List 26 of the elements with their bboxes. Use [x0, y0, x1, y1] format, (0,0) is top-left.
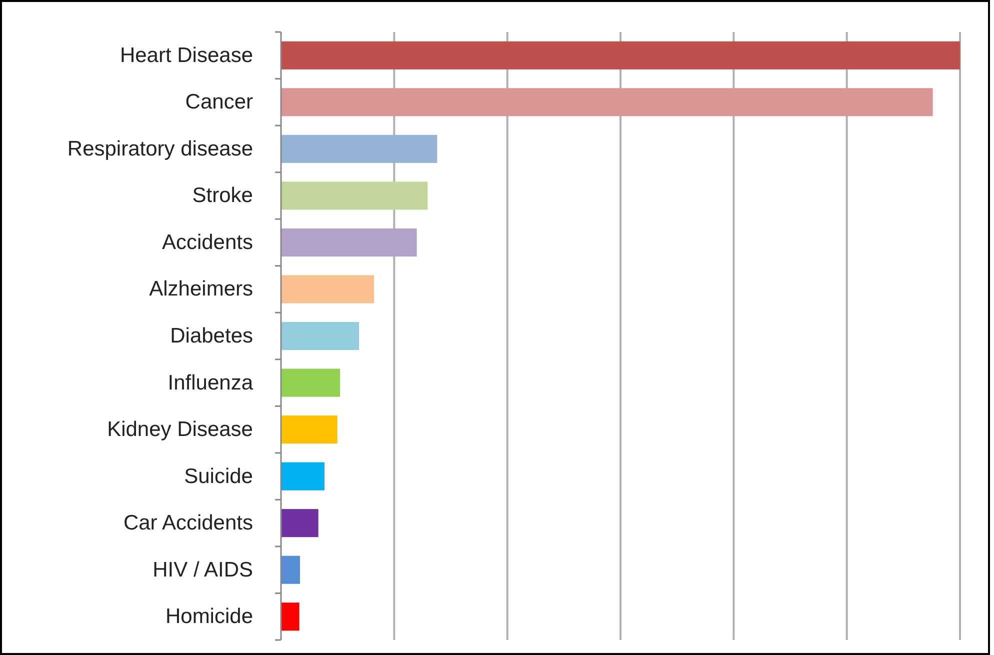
y-tick-label: Suicide [184, 464, 253, 488]
bar [281, 462, 324, 490]
bar [281, 228, 417, 256]
bar [281, 182, 428, 210]
y-tick-label: Diabetes [170, 324, 253, 348]
bar [281, 602, 300, 631]
y-tick-label: Heart Disease [120, 44, 253, 67]
y-tick-label: Alzheimers [149, 278, 253, 301]
bar [281, 322, 360, 350]
y-tick-label: Accidents [162, 230, 253, 254]
y-tick-label: Stroke [192, 184, 253, 208]
bar [281, 416, 338, 444]
y-tick-label: Homicide [165, 605, 253, 628]
y-tick-label: Kidney Disease [107, 418, 253, 442]
bar [281, 41, 960, 70]
y-tick-label: Cancer [185, 90, 253, 114]
bar [281, 368, 340, 397]
y-tick-label: HIV / AIDS [152, 558, 253, 582]
bar [281, 88, 933, 116]
bar [281, 556, 300, 584]
y-tick-label: Influenza [168, 371, 254, 394]
y-tick-label: Respiratory disease [67, 137, 253, 160]
bar [281, 134, 438, 163]
bar [281, 275, 374, 304]
y-tick-label: Car Accidents [123, 512, 253, 535]
bar [281, 509, 318, 538]
